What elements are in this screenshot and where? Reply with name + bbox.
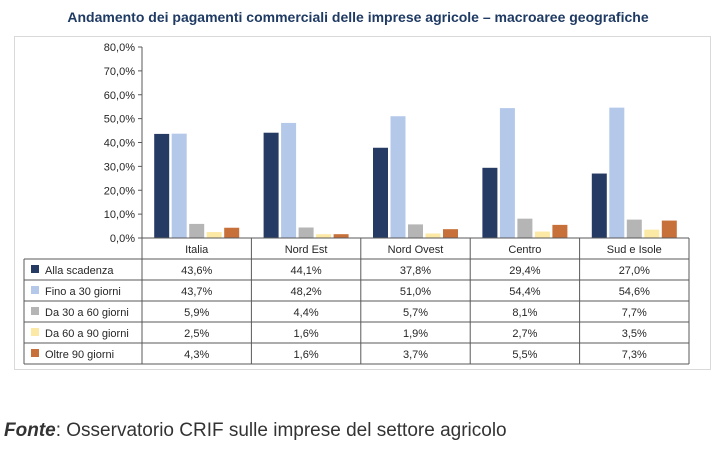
data-label: 29,4%	[509, 265, 540, 277]
legend-swatch	[31, 349, 39, 357]
bar	[206, 232, 222, 238]
bar	[263, 132, 279, 238]
bar	[333, 234, 349, 238]
data-label: 2,5%	[184, 328, 209, 340]
category-label: Nord Est	[285, 244, 328, 256]
bar	[626, 219, 642, 238]
bar	[534, 231, 550, 238]
legend-label: Oltre 90 giorni	[45, 349, 114, 361]
bar	[189, 223, 205, 238]
bar	[517, 218, 533, 238]
bar	[591, 173, 607, 238]
legend-swatch	[31, 307, 39, 315]
data-label: 44,1%	[290, 265, 321, 277]
data-label: 37,8%	[400, 265, 431, 277]
chart-frame: 0,0% 10,0% 20,0% 30,0% 40,0% 50,0% 60,0% 70,0% 8…	[14, 36, 711, 370]
legend-swatch	[31, 328, 39, 336]
bar	[171, 133, 187, 238]
y-tick-label: 30,0%	[104, 161, 135, 173]
y-tick-label: 20,0%	[104, 185, 135, 197]
data-label: 5,7%	[403, 307, 428, 319]
legend-swatch	[31, 286, 39, 294]
legend-label: Da 60 a 90 giorni	[45, 328, 129, 340]
data-label: 1,9%	[403, 328, 428, 340]
legend-label: Fino a 30 giorni	[45, 286, 121, 298]
y-tick-label: 10,0%	[104, 209, 135, 221]
data-label: 3,7%	[403, 349, 428, 361]
data-label: 4,3%	[184, 349, 209, 361]
bar	[154, 133, 170, 238]
chart-title: Andamento dei pagamenti commerciali dell…	[67, 9, 649, 25]
data-label: 4,4%	[294, 307, 319, 319]
category-label: Italia	[185, 244, 209, 256]
bar	[661, 220, 677, 238]
bar	[644, 229, 660, 238]
data-label: 54,4%	[509, 286, 540, 298]
bar-chart: 0,0% 10,0% 20,0% 30,0% 40,0% 50,0% 60,0% 70,0% 8…	[23, 42, 690, 365]
y-tick-label: 50,0%	[104, 114, 135, 126]
bar	[298, 227, 314, 238]
bar	[408, 224, 423, 238]
bar	[316, 234, 332, 238]
bar	[281, 122, 297, 238]
bar	[425, 233, 441, 238]
y-tick-label: 0,0%	[110, 233, 135, 245]
data-label: 1,6%	[294, 349, 319, 361]
category-label: Nord Ovest	[388, 244, 444, 256]
bar	[443, 229, 458, 238]
bar	[390, 116, 406, 238]
category-label: Sud e Isole	[607, 244, 662, 256]
bar	[499, 108, 515, 239]
y-tick-label: 70,0%	[104, 66, 135, 78]
bar	[609, 107, 625, 238]
data-label: 3,5%	[622, 328, 647, 340]
data-label: 5,5%	[512, 349, 537, 361]
data-label: 1,6%	[294, 328, 319, 340]
legend-label: Da 30 a 60 giorni	[45, 307, 129, 319]
data-label: 48,2%	[290, 286, 321, 298]
y-tick-label: 80,0%	[104, 42, 135, 54]
data-label: 27,0%	[619, 265, 650, 277]
y-tick-label: 60,0%	[104, 90, 135, 102]
data-label: 2,7%	[512, 328, 537, 340]
legend-label: Alla scadenza	[45, 265, 114, 277]
data-label: 51,0%	[400, 286, 431, 298]
data-label: 8,1%	[512, 307, 537, 319]
source-note: Fonte: Osservatorio CRIF sulle imprese d…	[4, 420, 507, 442]
data-label: 7,7%	[622, 307, 647, 319]
data-label: 7,3%	[622, 349, 647, 361]
source-text: : Osservatorio CRIF sulle imprese del se…	[55, 420, 507, 441]
category-label: Centro	[508, 244, 541, 256]
data-label: 5,9%	[184, 307, 209, 319]
source-label: Fonte	[4, 420, 56, 441]
data-label: 43,7%	[181, 286, 212, 298]
data-label: 43,6%	[181, 265, 212, 277]
legend-swatch	[31, 265, 39, 273]
bar	[482, 167, 498, 238]
bar	[552, 224, 568, 238]
bar	[224, 227, 240, 238]
y-tick-label: 40,0%	[104, 138, 135, 150]
bar	[373, 147, 388, 238]
data-label: 54,6%	[619, 286, 650, 298]
